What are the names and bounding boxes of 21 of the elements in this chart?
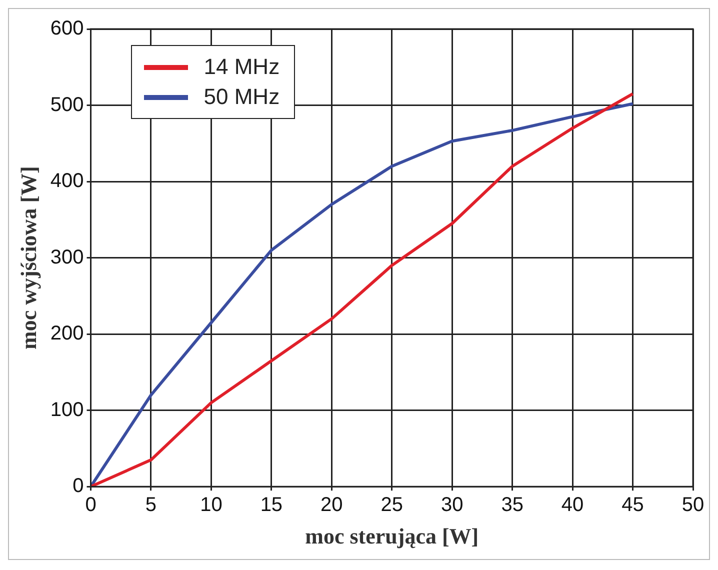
y-tick-label: 200 (50, 322, 84, 345)
y-tick-label: 0 (72, 475, 84, 498)
y-tick-label: 400 (50, 170, 84, 192)
x-tick-label: 35 (501, 494, 524, 516)
x-tick-label: 5 (145, 494, 157, 516)
x-tick-label: 25 (380, 494, 404, 516)
x-tick-label: 20 (320, 494, 343, 516)
x-tick-label: 10 (200, 494, 222, 516)
x-tick-label: 40 (561, 494, 584, 516)
y-axis-title: moc wyjściowa [W] (16, 166, 41, 350)
x-tick-label: 45 (622, 494, 644, 516)
x-tick-label: 50 (682, 494, 704, 516)
y-tick-label: 300 (50, 246, 84, 268)
x-tick-label: 30 (440, 494, 464, 516)
x-axis-title: moc sterująca [W] (305, 523, 479, 548)
x-tick-label: 15 (260, 494, 283, 516)
legend-label: 50 MHz (204, 83, 280, 111)
y-tick-label: 100 (50, 398, 84, 421)
y-tick-label: 600 (50, 18, 84, 40)
legend-label: 14 MHz (204, 53, 280, 81)
y-tick-label: 500 (50, 94, 84, 116)
